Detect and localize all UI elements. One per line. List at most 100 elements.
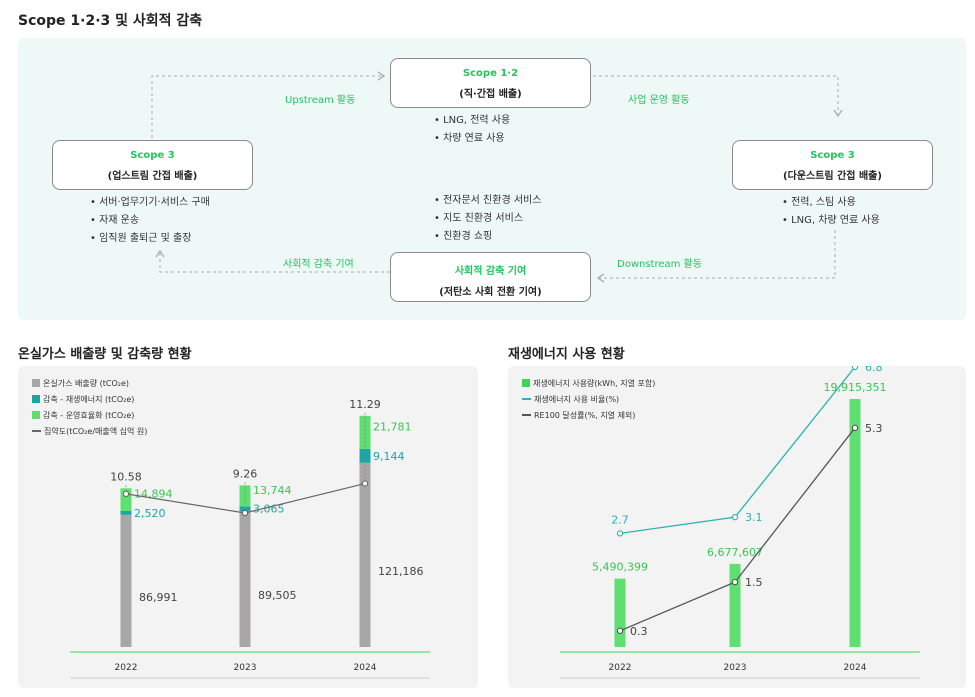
edge-label-social: 사회적 감축 기여 <box>283 259 354 270</box>
list-item: 임직원 출퇴근 및 출장 <box>90 230 210 248</box>
legend-swatch <box>32 430 41 432</box>
legend-swatch <box>522 379 530 387</box>
list-upstream: 서버·업무기기·서비스 구매 자재 운송 임직원 출퇴근 및 출장 <box>90 194 210 248</box>
node-scope3-upstream-title: Scope 3 <box>130 150 175 161</box>
x-tick-label: 2024 <box>354 663 377 673</box>
arrow-head <box>377 71 386 81</box>
re100-label: 1.5 <box>745 576 763 589</box>
bar-reduction-efficiency <box>359 415 371 449</box>
node-scope3-downstream: Scope 3 (다운스트림 간접 배출) <box>732 140 933 190</box>
node-scope12-sub: (직·간접 배출) <box>459 89 522 100</box>
data-label-usage: 19,915,351 <box>824 381 887 394</box>
edge-label-upstream: Upstream 활동 <box>285 95 356 106</box>
x-tick-label: 2023 <box>234 663 257 673</box>
intensity-point <box>122 490 130 498</box>
list-scope12: LNG, 전력 사용 차량 연료 사용 <box>434 112 510 148</box>
data-label-efficiency: 21,781 <box>373 420 412 433</box>
node-social-title: 사회적 감축 기여 <box>454 266 527 277</box>
bar-reduction-renewable <box>120 510 132 515</box>
node-scope3-upstream-sub: (업스트림 간접 배출) <box>107 171 198 182</box>
node-social-sub: (저탄소 사회 전환 기여) <box>439 287 542 298</box>
legend-label: 재생에너지 사용 비율(%) <box>534 394 620 404</box>
data-label-emission: 89,505 <box>258 589 297 602</box>
intensity-point <box>361 480 369 487</box>
list-social: 전자문서 친환경 서비스 지도 친환경 서비스 친환경 쇼핑 <box>434 192 541 246</box>
ghg-chart: 86,991 2,520 14,894 2022 89,505 3,065 13,744 20… <box>70 398 430 679</box>
bar-emission <box>239 510 251 647</box>
connector-social <box>159 252 390 273</box>
x-tick-label: 2023 <box>724 663 747 673</box>
ratio-point <box>731 513 739 521</box>
page-title: Scope 1·2·3 및 사회적 감축 <box>18 13 203 29</box>
chart1-title: 온실가스 배출량 및 감축량 현황 <box>18 347 192 362</box>
edge-label-downstream: Downstream 활동 <box>617 259 702 270</box>
legend-label: RE100 달성률(%, 지열 제외) <box>534 410 636 420</box>
connector-downstream <box>598 230 836 279</box>
bar-emission <box>120 514 132 647</box>
data-label-efficiency: 13,744 <box>253 484 292 497</box>
list-item: 친환경 쇼핑 <box>434 228 541 246</box>
list-item: LNG, 전력 사용 <box>434 112 510 130</box>
legend-swatch <box>522 398 531 400</box>
bar-reduction-renewable <box>239 506 251 511</box>
list-item: LNG, 차량 연료 사용 <box>782 212 880 230</box>
chart1-legend: 온실가스 배출량 (tCO₂e) 감축 - 재생에너지 (tCO₂e) 감축 -… <box>32 375 147 439</box>
bar-renewable-usage <box>614 578 626 647</box>
re100-label: 0.3 <box>630 625 648 638</box>
chart2-title: 재생에너지 사용 현황 <box>508 347 625 362</box>
ratio-point <box>616 530 624 537</box>
legend-item: 재생에너지 사용 비율(%) <box>522 391 655 407</box>
data-label-renewable: 9,144 <box>373 450 405 463</box>
ratio-label: 3.1 <box>745 511 763 524</box>
list-item: 전력, 스팀 사용 <box>782 194 880 212</box>
connector-operations <box>593 75 839 114</box>
x-tick-label: 2022 <box>115 663 138 673</box>
connector-upstream <box>151 75 383 138</box>
node-scope3-downstream-sub: (다운스트림 간접 배출) <box>783 171 882 182</box>
diagram-connectors <box>151 71 843 283</box>
legend-swatch <box>32 395 40 403</box>
renewable-chart: 5,490,399 2022 6,677,607 2023 19,915,351 2024… <box>560 366 920 679</box>
bar-renewable-usage <box>849 399 861 647</box>
legend-label: 재생에너지 사용량(kWh, 지열 포함) <box>533 378 656 388</box>
re100-point <box>731 578 739 586</box>
arrow-head <box>155 249 165 258</box>
bar-emission <box>359 462 371 647</box>
ratio-point <box>851 366 859 371</box>
list-item: 차량 연료 사용 <box>434 130 510 148</box>
legend-item: 집약도(tCO₂e/매출액 십억 원) <box>32 423 147 439</box>
data-label-renewable: 2,520 <box>134 507 166 520</box>
legend-label: 감축 - 운영효율화 (tCO₂e) <box>43 410 135 420</box>
list-item: 지도 친환경 서비스 <box>434 210 541 228</box>
data-label-usage: 5,490,399 <box>592 561 648 574</box>
data-label-renewable: 3,065 <box>253 503 285 516</box>
legend-swatch <box>32 379 40 387</box>
arrow-head <box>833 109 843 118</box>
legend-item: 감축 - 운영효율화 (tCO₂e) <box>32 407 147 423</box>
legend-swatch <box>32 411 40 419</box>
re100-point <box>616 627 624 634</box>
legend-item: RE100 달성률(%, 지열 제외) <box>522 407 655 423</box>
data-label-efficiency: 14,894 <box>134 488 173 501</box>
data-label-emission: 121,186 <box>378 565 424 578</box>
edge-label-operations: 사업 운영 활동 <box>628 95 690 106</box>
x-tick-label: 2022 <box>609 663 632 673</box>
list-downstream: 전력, 스팀 사용 LNG, 차량 연료 사용 <box>782 194 880 230</box>
bar-reduction-renewable <box>359 448 371 463</box>
list-item: 자재 운송 <box>90 212 210 230</box>
intensity-point <box>241 509 249 517</box>
node-scope12: Scope 1·2 (직·간접 배출) <box>390 58 591 108</box>
ratio-line <box>619 366 856 535</box>
node-scope3-downstream-title: Scope 3 <box>810 150 855 161</box>
bar-renewable-usage <box>729 563 741 647</box>
chart2-legend: 재생에너지 사용량(kWh, 지열 포함) 재생에너지 사용 비율(%) RE1… <box>522 375 655 423</box>
arrow-head <box>596 273 605 283</box>
intensity-label: 10.58 <box>110 470 142 483</box>
x-tick-label: 2024 <box>844 663 867 673</box>
data-label-emission: 86,991 <box>139 591 178 604</box>
node-scope3-upstream: Scope 3 (업스트림 간접 배출) <box>52 140 253 190</box>
list-item: 전자문서 친환경 서비스 <box>434 192 541 210</box>
legend-swatch <box>522 414 531 416</box>
legend-item: 재생에너지 사용량(kWh, 지열 포함) <box>522 375 655 391</box>
node-social: 사회적 감축 기여 (저탄소 사회 전환 기여) <box>390 252 591 302</box>
